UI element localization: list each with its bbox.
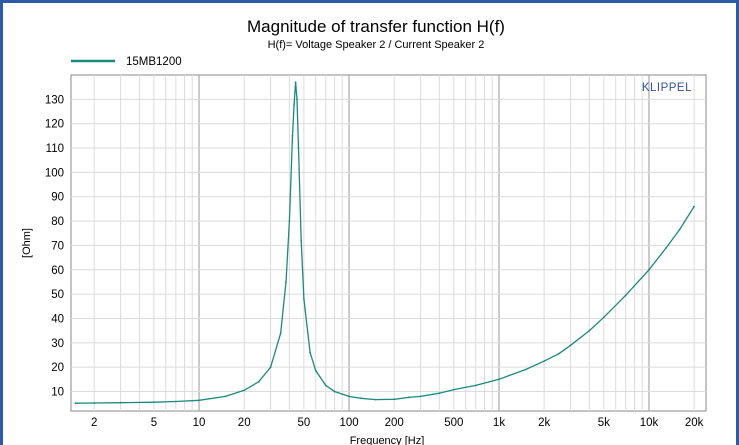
data-point <box>291 135 294 137</box>
y-tick-label: 50 <box>51 289 64 301</box>
data-point <box>474 384 477 387</box>
data-point <box>296 98 298 101</box>
y-tick-label: 130 <box>45 94 64 106</box>
data-point <box>243 389 246 392</box>
y-tick-label: 10 <box>51 387 64 399</box>
data-point <box>288 220 291 223</box>
y-tick-label: 100 <box>45 167 64 179</box>
x-tick-label: 2k <box>538 417 550 429</box>
data-point <box>407 396 410 399</box>
y-tick-label: 20 <box>51 362 64 374</box>
horizontal-gridlines <box>71 98 706 393</box>
plot-area <box>70 74 707 412</box>
x-tick-label: 50 <box>297 417 310 429</box>
data-point <box>693 205 695 208</box>
y-axis-label: [Ohm] <box>21 228 33 258</box>
data-point <box>419 395 422 398</box>
y-tick-label: 40 <box>51 313 64 325</box>
y-tick-label: 80 <box>51 216 64 228</box>
y-tick-label: 120 <box>45 119 64 131</box>
data-point <box>314 369 317 372</box>
data-point <box>324 384 327 387</box>
data-point <box>393 398 396 401</box>
data-point <box>153 401 155 404</box>
data-point <box>297 147 300 149</box>
y-tick-label: 60 <box>51 265 64 277</box>
data-point <box>198 399 201 402</box>
data-point <box>93 402 96 404</box>
data-point <box>569 344 572 347</box>
data-point <box>665 247 667 249</box>
x-tick-label: 10k <box>640 417 659 429</box>
data-point <box>453 388 455 391</box>
chart: Magnitude of transfer function H(f) H(f)… <box>21 17 707 445</box>
data-point <box>174 400 177 403</box>
x-tick-labels: 2 5 10 20 50 100 200 500 1k 2k 5k 10k 20k <box>91 417 704 429</box>
data-point <box>602 316 605 319</box>
data-point <box>348 395 350 398</box>
data-point <box>588 329 591 332</box>
x-tick-label: 200 <box>385 417 404 429</box>
x-tick-label: 500 <box>444 417 463 429</box>
y-tick-label: 70 <box>51 240 64 252</box>
x-tick-label: 20 <box>238 417 251 429</box>
x-tick-label: 10 <box>193 417 206 429</box>
x-tick-label: 100 <box>339 417 358 429</box>
brand-label: KLIPPEL <box>642 82 692 94</box>
data-point <box>438 392 441 395</box>
data-point <box>543 360 546 362</box>
data-point <box>279 332 282 334</box>
data-point <box>624 294 627 297</box>
y-tick-label: 90 <box>51 192 64 204</box>
data-point <box>294 81 297 84</box>
x-tick-label: 5k <box>598 417 610 429</box>
data-point <box>257 380 260 383</box>
data-point <box>224 395 227 398</box>
y-tick-labels: 10 20 30 40 50 60 70 80 90 100 110 120 130 <box>45 94 64 398</box>
data-point <box>285 281 287 283</box>
data-point <box>300 239 303 242</box>
data-point <box>678 228 681 231</box>
x-tick-label: 20k <box>685 417 704 429</box>
data-point <box>360 397 362 400</box>
data-point <box>309 351 311 354</box>
data-point <box>333 390 336 393</box>
data-point <box>293 103 295 106</box>
legend-label: 15MB1200 <box>126 56 182 68</box>
series-data-points <box>74 81 695 405</box>
data-point <box>119 401 122 404</box>
y-tick-label: 110 <box>46 143 64 155</box>
x-tick-label: 2 <box>91 417 97 429</box>
chart-subtitle: H(f)= Voltage Speaker 2 / Current Speake… <box>268 39 485 51</box>
x-tick-label: 5 <box>151 417 157 429</box>
data-point <box>374 398 377 401</box>
data-point <box>303 298 305 300</box>
data-point <box>269 366 272 369</box>
chart-title: Magnitude of transfer function H(f) <box>247 17 505 36</box>
data-point <box>498 378 500 381</box>
y-tick-label: 30 <box>51 338 64 350</box>
data-point <box>74 402 77 405</box>
data-point <box>557 352 560 355</box>
vertical-gridlines <box>93 75 695 411</box>
x-axis-label: Frequency [Hz] <box>350 435 425 445</box>
x-tick-label: 1k <box>493 417 505 429</box>
data-point <box>648 268 650 271</box>
data-point <box>524 368 527 371</box>
